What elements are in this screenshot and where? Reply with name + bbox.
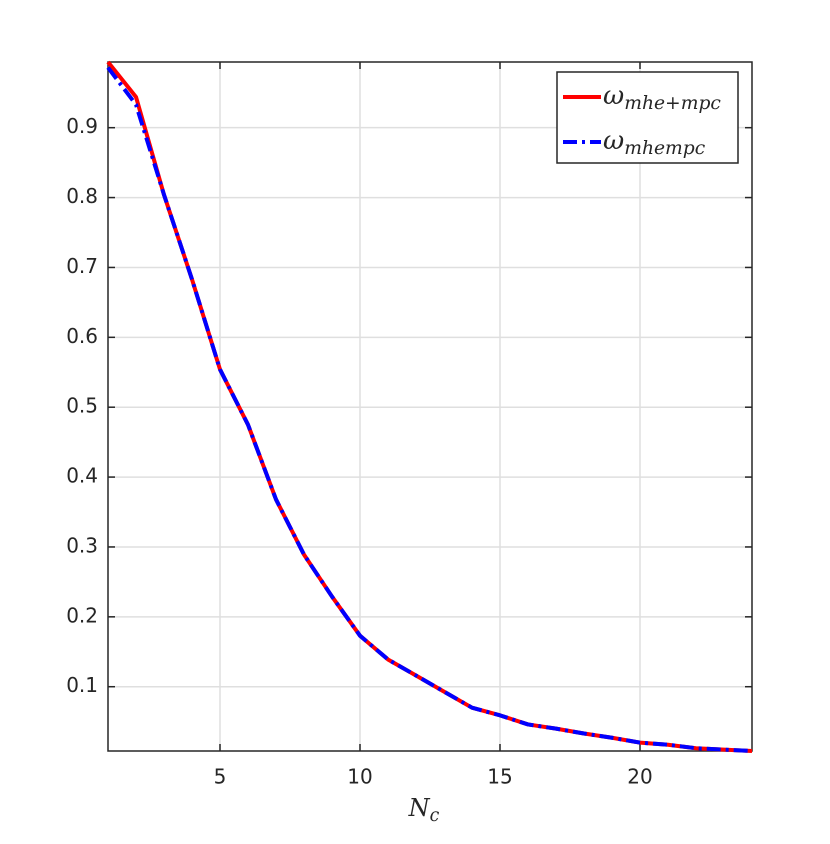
legend-label: ωmhe+mpc bbox=[603, 81, 721, 114]
x-tick-label: 15 bbox=[487, 765, 512, 789]
y-tick-label: 0.2 bbox=[66, 603, 98, 627]
y-tick-label: 0.6 bbox=[66, 324, 98, 348]
x-tick-label: 10 bbox=[347, 765, 372, 789]
legend-box bbox=[556, 71, 739, 164]
data-line bbox=[106, 66, 753, 753]
y-tick-label: 0.5 bbox=[66, 394, 98, 418]
y-tick-label: 0.9 bbox=[66, 114, 98, 138]
x-tick-label: 5 bbox=[214, 765, 227, 789]
y-tick-label: 0.3 bbox=[66, 533, 98, 557]
y-tick-label: 0.4 bbox=[66, 464, 98, 488]
y-tick-label: 0.7 bbox=[66, 254, 98, 278]
legend-label: ωmhempc bbox=[603, 126, 706, 159]
y-tick-label: 0.1 bbox=[66, 673, 98, 697]
y-tick-label: 0.8 bbox=[66, 184, 98, 208]
x-axis-label: Nc bbox=[408, 794, 440, 826]
axes-box bbox=[107, 61, 753, 752]
x-tick-label: 20 bbox=[627, 765, 652, 789]
